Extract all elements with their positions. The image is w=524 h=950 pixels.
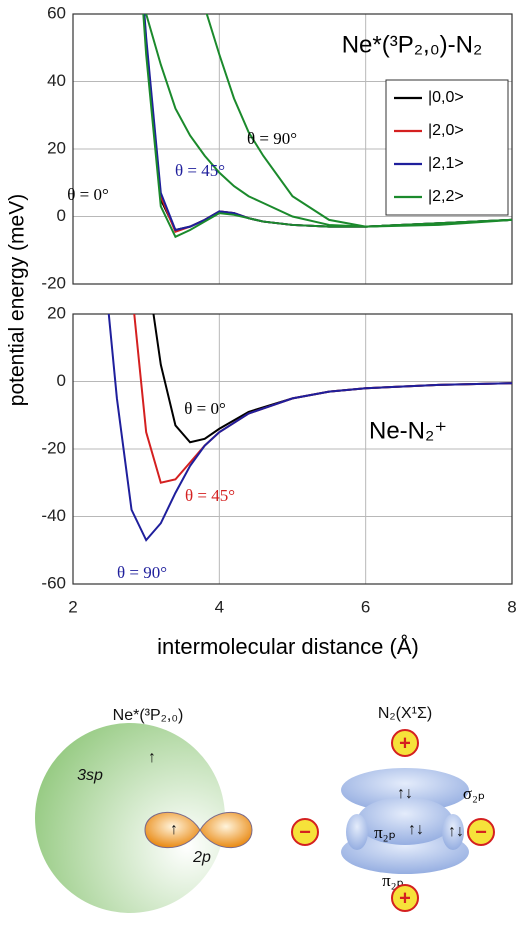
n2-label: N₂(X¹Σ): [378, 705, 432, 722]
legend-label: |0,0>: [428, 89, 464, 106]
chart-title: Ne-N₂⁺: [369, 417, 447, 444]
sigma-lobe: [442, 814, 464, 850]
chart-title: Ne*(³P₂,₀)-N₂: [342, 31, 483, 58]
y-tick-label: 40: [47, 71, 66, 90]
p-lobe: [144, 811, 201, 849]
legend-box: [385, 79, 509, 216]
spin-pair: ↑↓: [397, 785, 413, 802]
spin-pair: ↑↓: [408, 821, 424, 838]
y-tick-label: -60: [41, 573, 66, 592]
legend-label: |2,2>: [428, 188, 464, 205]
y-tick-label: 0: [57, 206, 66, 225]
sigma-label: σ₂ₚ: [463, 784, 485, 803]
plot-frame: [72, 313, 513, 585]
y-tick-label: 60: [47, 3, 66, 22]
curve: [205, 14, 512, 228]
curve: [107, 314, 512, 542]
charge-sign: −: [299, 821, 311, 843]
charge-sign: +: [399, 887, 411, 909]
curve: [145, 14, 512, 228]
annotation: θ = 0°: [67, 185, 109, 204]
charge: [291, 818, 319, 846]
spin-pair: ↑↓: [448, 823, 464, 840]
y-tick-label: -20: [41, 273, 66, 292]
pi-lobe: [341, 830, 469, 874]
x-tick-label: 6: [361, 597, 370, 616]
orbital-label: 3sp: [77, 767, 103, 784]
charge-sign: −: [475, 821, 487, 843]
x-tick-label: 4: [215, 597, 224, 616]
series-label: θ = 0°: [184, 399, 226, 418]
x-axis-label: intermolecular distance (Å): [157, 634, 419, 659]
series-label: θ = 90°: [117, 563, 167, 582]
y-tick-label: 0: [57, 371, 66, 390]
spin: ↑: [170, 821, 178, 838]
charge: [467, 818, 495, 846]
x-tick-label: 8: [507, 597, 516, 616]
ne-atom: [35, 723, 225, 913]
annotation: θ = 90°: [247, 129, 297, 148]
annotation: θ = 45°: [175, 161, 225, 180]
n2-core: [357, 797, 453, 845]
y-tick-label: -20: [41, 438, 66, 457]
y-axis-label: potential energy (meV): [6, 194, 29, 406]
p-lobe: [199, 811, 253, 849]
y-tick-label: -40: [41, 506, 66, 525]
charge-sign: +: [399, 732, 411, 754]
curve: [152, 314, 512, 444]
series-label: θ = 45°: [185, 486, 235, 505]
plot-lines: [142, 14, 512, 239]
plot-lines: [107, 314, 512, 542]
charge: [391, 884, 419, 912]
orbital-label: 2p: [192, 849, 211, 866]
y-tick-label: 20: [47, 138, 66, 157]
sigma-lobe: [346, 814, 368, 850]
legend-label: |2,1>: [428, 155, 464, 172]
pi-label: π₂ₚ: [374, 823, 396, 842]
y-tick-label: 20: [47, 303, 66, 322]
legend-label: |2,0>: [428, 122, 464, 139]
pi-lobe: [341, 768, 469, 812]
pi-label: π₂ₚ: [382, 871, 404, 890]
x-tick-label: 2: [68, 597, 77, 616]
spin: ↑: [148, 749, 156, 766]
ne-label: Ne*(³P₂,₀): [113, 707, 184, 724]
plot-frame: [72, 13, 513, 285]
diagram: Ne*(³P₂,₀) ↑ 3sp ↑ 2p N₂(X¹Σ) ↑↓ π₂ₚ ↑↓ …: [35, 705, 495, 913]
charge: [391, 729, 419, 757]
